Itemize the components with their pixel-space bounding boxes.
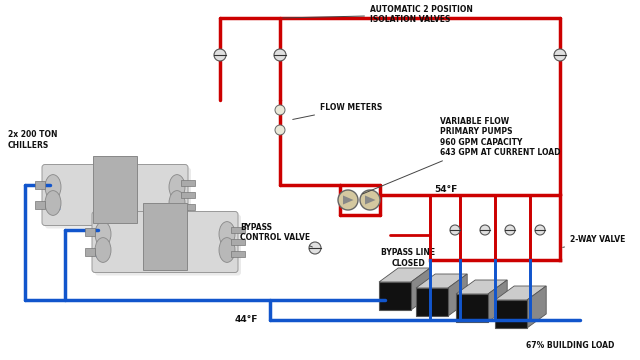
Ellipse shape	[95, 238, 111, 262]
FancyBboxPatch shape	[42, 165, 188, 225]
Polygon shape	[416, 274, 467, 288]
FancyBboxPatch shape	[92, 211, 238, 273]
Ellipse shape	[45, 191, 61, 215]
Text: ON: ON	[95, 251, 109, 260]
Ellipse shape	[169, 175, 185, 199]
Polygon shape	[411, 268, 430, 310]
Text: BYPASS
CONTROL VALVE: BYPASS CONTROL VALVE	[240, 222, 312, 247]
Text: VARIABLE FLOW
PRIMARY PUMPS
960 GPM CAPACITY
643 GPM AT CURRENT LOAD: VARIABLE FLOW PRIMARY PUMPS 960 GPM CAPA…	[363, 117, 561, 194]
FancyBboxPatch shape	[45, 167, 191, 229]
Circle shape	[275, 105, 285, 115]
Bar	[456, 294, 488, 322]
Text: 54°F: 54°F	[434, 185, 457, 194]
Circle shape	[480, 225, 490, 235]
Ellipse shape	[219, 238, 235, 262]
Bar	[231, 239, 245, 245]
Ellipse shape	[169, 191, 185, 215]
Bar	[379, 282, 411, 310]
Text: 44°F: 44°F	[235, 315, 258, 324]
Circle shape	[275, 125, 285, 135]
Circle shape	[450, 225, 460, 235]
Bar	[181, 204, 195, 210]
Bar	[231, 227, 245, 233]
Ellipse shape	[45, 175, 61, 199]
Circle shape	[554, 49, 566, 61]
Polygon shape	[448, 274, 467, 316]
Polygon shape	[365, 195, 376, 204]
Circle shape	[505, 225, 515, 235]
Bar	[93, 156, 137, 222]
Circle shape	[535, 225, 545, 235]
FancyBboxPatch shape	[95, 215, 241, 275]
Bar	[35, 201, 45, 209]
Text: ON: ON	[48, 203, 62, 212]
Circle shape	[338, 190, 358, 210]
Bar	[35, 181, 45, 189]
Bar	[85, 248, 95, 256]
Circle shape	[214, 49, 226, 61]
Bar	[143, 202, 187, 270]
Text: BYPASS LINE
CLOSED: BYPASS LINE CLOSED	[381, 248, 435, 268]
Circle shape	[309, 242, 321, 254]
Text: 2x 200 TON
CHILLERS: 2x 200 TON CHILLERS	[8, 130, 58, 150]
Bar	[495, 300, 527, 328]
Bar	[231, 251, 245, 257]
Bar	[181, 180, 195, 186]
Bar	[416, 288, 448, 316]
Ellipse shape	[95, 222, 111, 246]
Bar	[85, 228, 95, 236]
Bar	[181, 192, 195, 198]
Polygon shape	[456, 280, 507, 294]
Polygon shape	[495, 286, 546, 300]
Polygon shape	[488, 280, 507, 322]
Text: 67% BUILDING LOAD: 67% BUILDING LOAD	[526, 341, 614, 350]
Text: 2-WAY VALVE: 2-WAY VALVE	[563, 235, 625, 247]
Text: FLOW METERS: FLOW METERS	[292, 103, 382, 120]
Ellipse shape	[219, 222, 235, 246]
Text: AUTOMATIC 2 POSITION
ISOLATION VALVES: AUTOMATIC 2 POSITION ISOLATION VALVES	[283, 5, 473, 24]
Polygon shape	[379, 268, 430, 282]
Circle shape	[360, 190, 380, 210]
Polygon shape	[527, 286, 546, 328]
Circle shape	[274, 49, 286, 61]
Polygon shape	[343, 195, 353, 204]
